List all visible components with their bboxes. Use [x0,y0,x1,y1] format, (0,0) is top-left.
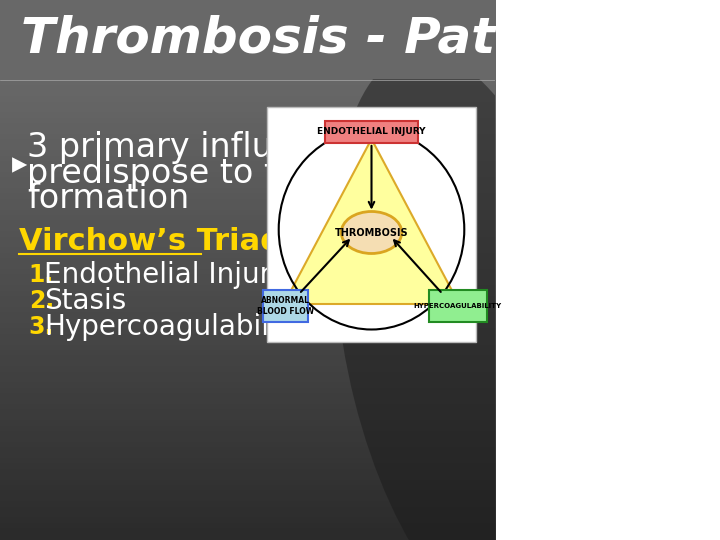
Text: Virchow’s Triad (1856):: Virchow’s Triad (1856): [19,227,418,256]
Ellipse shape [341,212,402,253]
Text: Endothelial Injury: Endothelial Injury [44,261,287,289]
Text: THROMBOSIS: THROMBOSIS [335,227,408,238]
Text: Thrombosis - Pathogenesis: Thrombosis - Pathogenesis [21,15,720,63]
FancyBboxPatch shape [429,290,487,322]
Polygon shape [284,139,459,304]
Text: formation: formation [27,183,190,215]
Text: ENDOTHELIAL INJURY: ENDOTHELIAL INJURY [318,126,426,136]
Text: ABNORMAL
BLOOD FLOW: ABNORMAL BLOOD FLOW [256,296,314,316]
Text: 2.: 2. [29,289,54,313]
Text: 3 primary influences: 3 primary influences [27,131,371,164]
FancyBboxPatch shape [325,121,418,143]
Text: HYPERCOAGULABILITY: HYPERCOAGULABILITY [414,303,502,309]
FancyBboxPatch shape [263,290,308,322]
FancyBboxPatch shape [266,107,477,342]
Text: 3.: 3. [29,315,54,339]
Ellipse shape [334,52,600,540]
Text: predispose to thrombus: predispose to thrombus [27,157,425,190]
Text: ▸: ▸ [12,151,27,179]
Text: 1.: 1. [29,263,54,287]
Text: Hypercoagulability: Hypercoagulability [44,313,304,341]
Text: Stasis: Stasis [44,287,126,315]
